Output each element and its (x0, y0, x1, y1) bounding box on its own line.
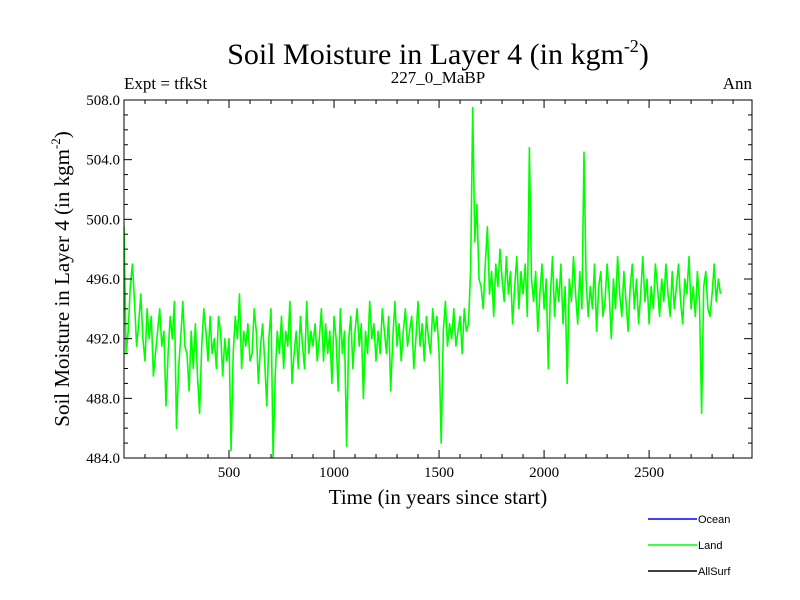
y-tick-label: 508.0 (86, 93, 120, 109)
legend: Ocean Land AllSurf (648, 514, 731, 578)
plot-frame (123, 99, 753, 459)
x-tick-label: 2500 (634, 465, 664, 481)
x-axis: 500 1000 1500 2000 2500 (144, 100, 734, 481)
y-tick-label: 488.0 (86, 391, 120, 407)
x-tick-label: 1000 (319, 465, 349, 481)
series-group (124, 106, 722, 458)
chart-title: Soil Moisture in Layer 4 (in kgm-2) (227, 36, 649, 71)
y-tick-label: 484.0 (86, 451, 120, 467)
legend-label-land: Land (698, 540, 722, 552)
subtitle-left: Expt = tfkSt (124, 74, 208, 93)
series-line-land (124, 106, 722, 458)
x-axis-label: Time (in years since start) (329, 485, 548, 509)
subtitle-center: 227_0_MaBP (391, 68, 485, 87)
legend-label-ocean: Ocean (698, 514, 730, 526)
y-axis: 484.0 488.0 492.0 496.0 500.0 504.0 508.0 (86, 93, 752, 467)
legend-label-allsurf: AllSurf (698, 566, 731, 578)
y-tick-label: 500.0 (86, 212, 120, 228)
x-tick-label: 2000 (529, 465, 559, 481)
subtitle-right: Ann (723, 74, 753, 93)
x-tick-label: 1500 (424, 465, 454, 481)
y-tick-label: 504.0 (86, 153, 120, 169)
y-axis-label: Soil Moisture in Layer 4 (in kgm-2) (48, 131, 74, 426)
y-tick-label: 496.0 (86, 272, 120, 288)
x-tick-label: 500 (218, 465, 241, 481)
y-tick-label: 492.0 (86, 332, 120, 348)
